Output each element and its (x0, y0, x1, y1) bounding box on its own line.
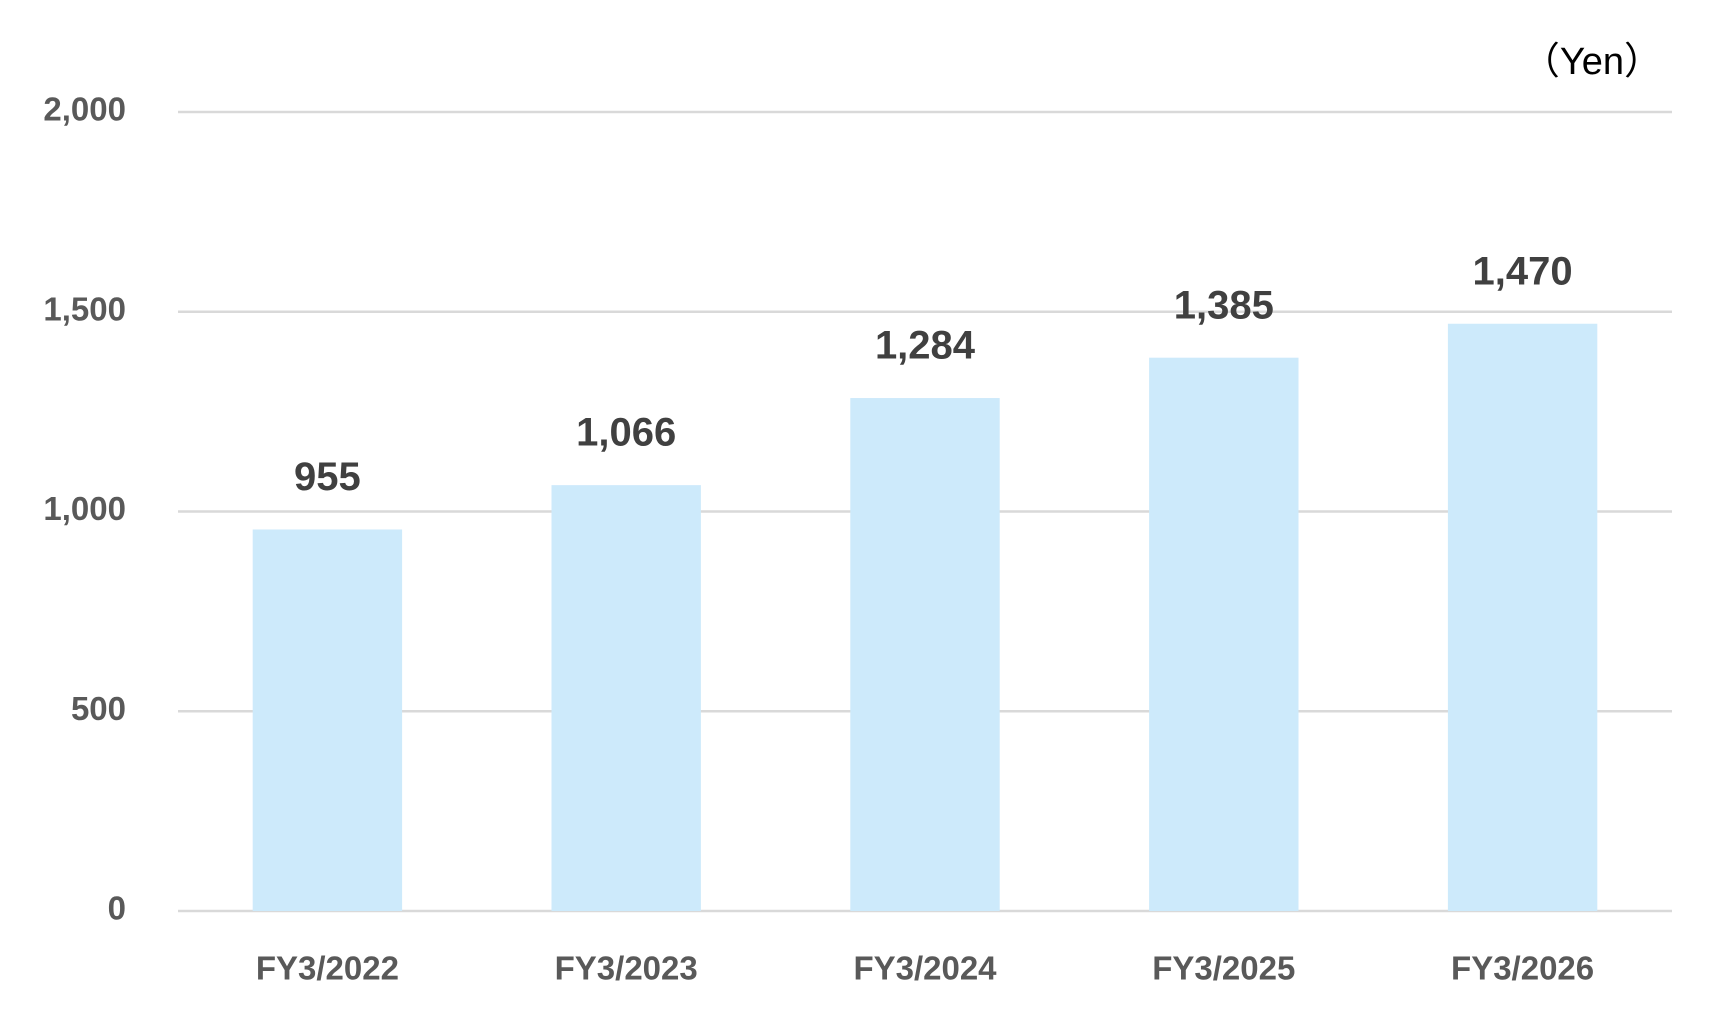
x-tick-label: FY3/2026 (1451, 950, 1594, 987)
y-tick-label: 1,000 (43, 490, 126, 527)
bar (850, 398, 1000, 911)
y-tick-label: 500 (71, 690, 126, 727)
x-tick-label: FY3/2023 (555, 950, 698, 987)
x-tick-label: FY3/2024 (853, 950, 997, 987)
y-tick-label: 1,500 (43, 290, 126, 327)
data-label: 1,385 (1174, 283, 1274, 327)
bar (252, 529, 403, 911)
x-tick-label: FY3/2025 (1152, 950, 1295, 987)
data-label: 1,284 (875, 324, 976, 368)
bar (551, 485, 701, 911)
bar (1447, 323, 1598, 911)
data-label: 1,066 (576, 411, 676, 455)
x-tick-label: FY3/2022 (256, 950, 399, 987)
unit-label: （Yen） (1522, 41, 1662, 83)
bar (1149, 357, 1299, 911)
data-label: 1,470 (1473, 249, 1573, 293)
y-tick-label: 2,000 (43, 91, 126, 128)
y-tick-label: 0 (108, 890, 126, 927)
data-label: 955 (294, 455, 361, 499)
